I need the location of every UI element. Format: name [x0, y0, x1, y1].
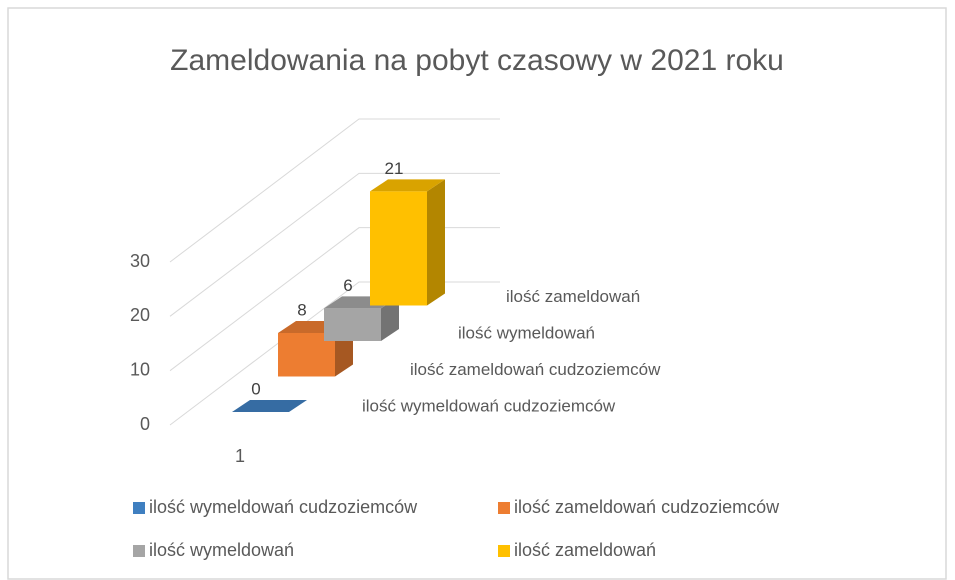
bar-front: [370, 191, 427, 306]
legend-swatch: [498, 545, 510, 557]
legend-swatch: [133, 502, 145, 514]
bar-front: [278, 333, 335, 377]
legend-label: ilość wymeldowań: [149, 540, 294, 560]
data-label: 0: [251, 379, 260, 398]
depth-label: ilość zameldowań: [506, 287, 640, 306]
bar: [370, 179, 445, 306]
chart-border: [7, 7, 947, 580]
depth-label: ilość zameldowań cudzoziemców: [410, 360, 661, 379]
depth-label: ilość wymeldowań cudzoziemców: [362, 396, 616, 415]
data-label: 6: [343, 276, 352, 295]
legend-label: ilość zameldowań: [514, 540, 656, 560]
bar: [232, 400, 307, 412]
legend-label: ilość wymeldowań cudzoziemców: [149, 497, 418, 517]
bar-side: [427, 179, 445, 306]
data-label: 8: [297, 301, 306, 320]
y-tick-label: 0: [140, 414, 150, 434]
bar-top: [232, 400, 307, 412]
grid-line: [169, 118, 500, 263]
bar-top: [370, 179, 445, 192]
bar-side: [381, 296, 399, 341]
y-tick-label: 10: [130, 359, 150, 379]
y-tick-label: 30: [130, 251, 150, 271]
legend-label: ilość zameldowań cudzoziemców: [514, 497, 780, 517]
legend-swatch: [133, 545, 145, 557]
y-tick-label: 20: [130, 305, 150, 325]
x-tick-label: 1: [235, 446, 245, 466]
grid-line: [169, 281, 500, 426]
legend-swatch: [498, 502, 510, 514]
grid-line: [169, 172, 500, 317]
chart-title: Zameldowania na pobyt czasowy w 2021 rok…: [170, 44, 784, 77]
grid-line: [169, 227, 500, 372]
bar-front: [324, 308, 381, 341]
depth-label: ilość wymeldowań: [458, 323, 595, 342]
data-label: 21: [385, 159, 404, 178]
